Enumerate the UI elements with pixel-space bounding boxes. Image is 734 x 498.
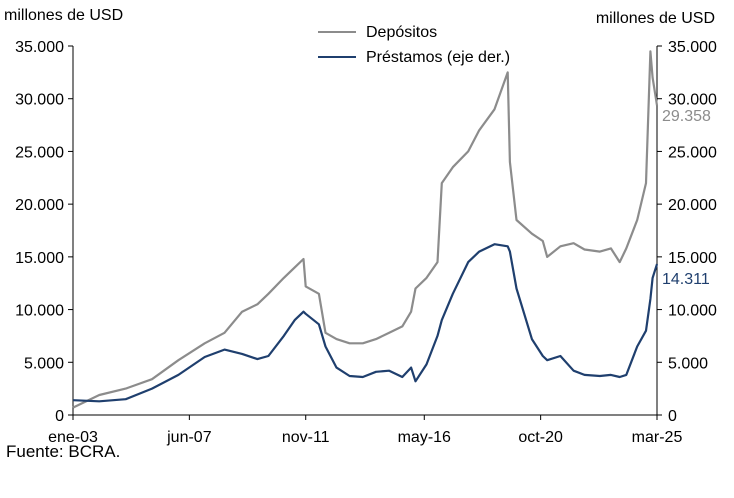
legend-label-prestamos: Préstamos (eje der.): [366, 49, 510, 66]
y-right-tick-label: 15.000: [668, 250, 717, 267]
axes: [72, 46, 658, 416]
y-left-tick-label: 0: [55, 408, 64, 425]
right-axis-unit-label: millones de USD: [596, 10, 715, 27]
y-left-tick-label: 5.000: [24, 355, 64, 372]
y-right-tick-label: 35.000: [668, 39, 717, 56]
y-right-tick-label: 10.000: [668, 303, 717, 320]
series-line-prestamos: [72, 243, 659, 403]
y-left-tick-label: 10.000: [15, 303, 64, 320]
y-right-tick-label: 25.000: [668, 144, 717, 161]
x-tick-label: may-16: [398, 429, 451, 446]
x-tick-label: oct-20: [518, 429, 563, 446]
y-right-tick-label: 5.000: [668, 355, 708, 372]
x-tick-label: jun-07: [166, 429, 212, 446]
x-tick-label: nov-11: [282, 429, 330, 446]
y-right-tick-label: 20.000: [668, 197, 717, 214]
y-left-tick-label: 25.000: [15, 144, 64, 161]
y-left-tick-label: 30.000: [15, 92, 64, 109]
y-right-tick-label: 0: [668, 408, 677, 425]
x-tick-label: ene-03: [48, 429, 98, 446]
depositos-last-value-label: 29.358: [662, 108, 711, 125]
y-left-tick-label: 15.000: [15, 250, 64, 267]
prestamos-last-value-label: 14.311: [662, 271, 710, 288]
x-tick-label: mar-25: [632, 429, 683, 446]
legend: Depósitos Préstamos (eje der.): [318, 24, 510, 66]
legend-label-depositos: Depósitos: [366, 24, 437, 41]
left-axis-unit-label: millones de USD: [4, 7, 123, 24]
series-layer: [72, 50, 659, 409]
y-right-tick-label: 30.000: [668, 92, 717, 109]
y-left-tick-label: 35.000: [15, 39, 64, 56]
tick-layer: 0 5.000 10.000 15.000 20.000 25.000 30.000 35.0…: [15, 39, 717, 446]
y-left-tick-label: 20.000: [15, 197, 64, 214]
source-note: Fuente: BCRA.: [6, 442, 121, 461]
series-line-depositos: [72, 50, 659, 409]
